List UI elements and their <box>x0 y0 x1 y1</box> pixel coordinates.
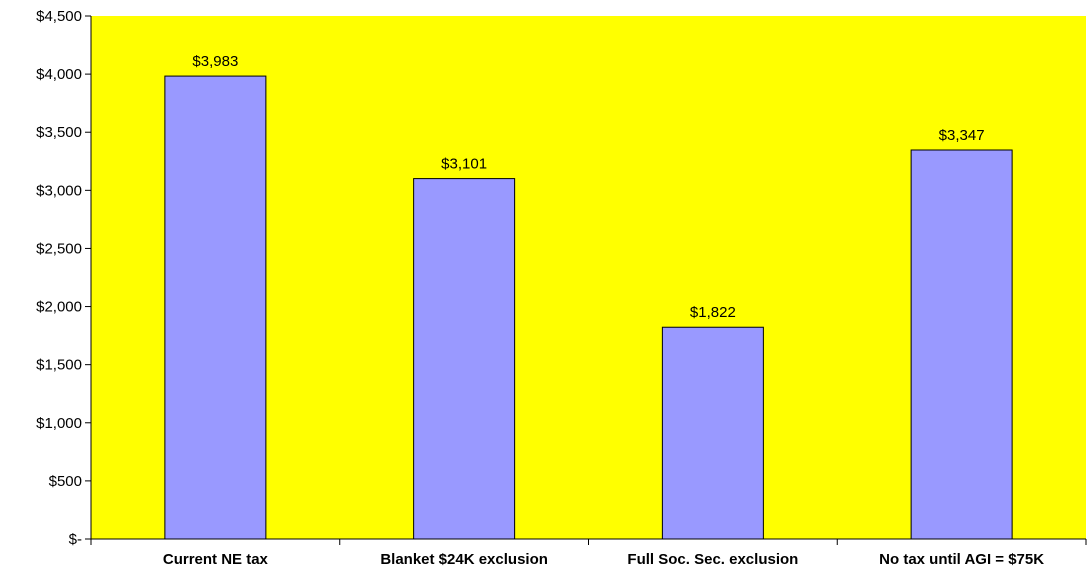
bar <box>164 75 267 540</box>
y-tick-label: $3,500 <box>36 124 82 141</box>
data-labels: $3,983 $3,101 $1,822 $3,347 <box>192 53 984 321</box>
category-label: Blanket $24K exclusion <box>380 551 548 568</box>
category-label: No tax until AGI = $75K <box>879 551 1044 568</box>
category-label: Current NE tax <box>163 551 269 568</box>
y-tick-label: $4,500 <box>36 8 82 25</box>
bar <box>910 149 1013 540</box>
category-label: Full Soc. Sec. exclusion <box>627 551 798 568</box>
bar-value-label: $1,822 <box>690 304 736 321</box>
y-tick-label: $- <box>69 531 82 548</box>
y-tick-label: $3,000 <box>36 182 82 199</box>
bar <box>661 326 764 540</box>
y-tick-label: $1,500 <box>36 357 82 374</box>
x-axis-ticks <box>90 539 1087 545</box>
bar-value-label: $3,347 <box>939 127 985 144</box>
y-tick-label: $2,000 <box>36 299 82 316</box>
y-axis-ticks: $- $500 $1,000 $1,500 $2,000 $2,500 $3,000 $3,5… <box>36 8 91 548</box>
bars <box>164 75 1013 540</box>
category-labels: Current NE tax Blanket $24K exclusion Full… <box>163 551 1044 568</box>
y-tick-label: $2,500 <box>36 240 82 257</box>
y-tick-label: $500 <box>49 473 82 490</box>
y-tick-label: $4,000 <box>36 66 82 83</box>
bar-value-label: $3,983 <box>192 53 238 70</box>
bar <box>413 178 516 540</box>
y-tick-label: $1,000 <box>36 415 82 432</box>
bar-value-label: $3,101 <box>441 156 487 173</box>
